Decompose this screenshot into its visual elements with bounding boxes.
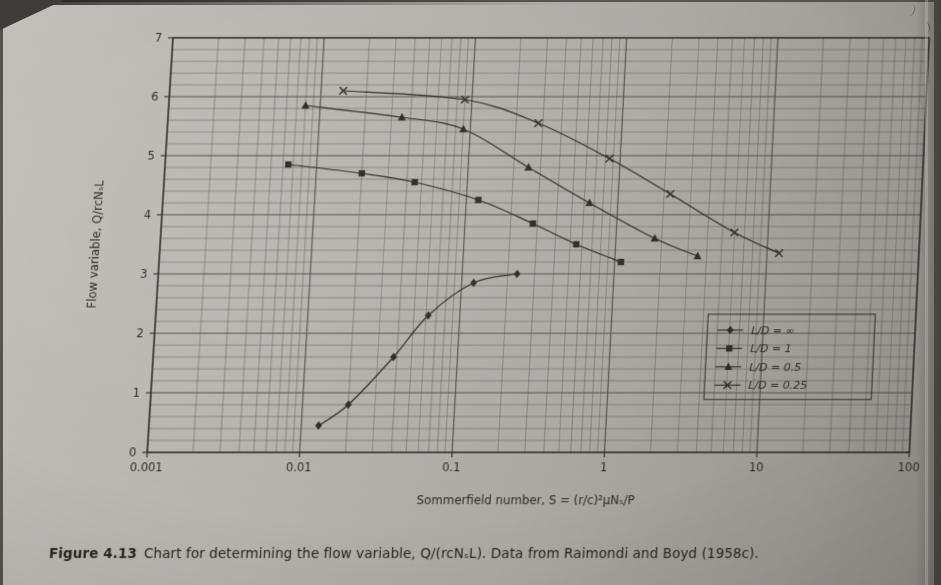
y-tick-label: 7 bbox=[154, 31, 162, 45]
x-tick-label: 0.001 bbox=[129, 460, 163, 474]
x-tick-label: 0.1 bbox=[442, 460, 461, 474]
x-axis-title: Sommerfield number, S = (r/c)²μNₛ/P bbox=[416, 493, 635, 507]
chart-area: 0.001 0.01 0.1 1 10 100 0 1 2 3 4 5 6 7 Sommerfield nu… bbox=[63, 22, 941, 522]
y-tick-label: 0 bbox=[129, 445, 137, 459]
legend-label: L/D = 0.5 bbox=[749, 361, 801, 374]
series-2 bbox=[279, 161, 629, 266]
photo-edge-top bbox=[0, 0, 565, 5]
x-tick-label: 100 bbox=[897, 460, 920, 474]
y-tick-label: 5 bbox=[147, 149, 155, 163]
legend-label: L/D = ∞ bbox=[751, 324, 795, 337]
y-axis-title: Flow variable, Q/rcNₛL bbox=[84, 180, 106, 309]
x-tick-label: 10 bbox=[749, 460, 764, 474]
photo-edge-right bbox=[915, 0, 941, 585]
figure-caption-text: Chart for determining the flow variable,… bbox=[143, 545, 760, 562]
y-tick-label: 4 bbox=[143, 208, 151, 222]
y-tick-label: 1 bbox=[132, 386, 140, 400]
axis-ticks-and-labels: 0.001 0.01 0.1 1 10 100 0 1 2 3 4 5 6 7 Sommerfield nu… bbox=[84, 31, 920, 507]
series-3 bbox=[292, 101, 709, 260]
series-4 bbox=[330, 87, 792, 257]
legend-label: L/D = 1 bbox=[750, 342, 792, 355]
book-page: 0.001 0.01 0.1 1 10 100 0 1 2 3 4 5 6 7 Sommerfield nu… bbox=[3, 2, 934, 585]
y-tick-label: 2 bbox=[136, 326, 144, 340]
x-tick-label: 0.01 bbox=[286, 460, 312, 474]
y-tick-label: 6 bbox=[151, 90, 159, 104]
page-tilt-wrap: 0.001 0.01 0.1 1 10 100 0 1 2 3 4 5 6 7 Sommerfield nu… bbox=[3, 8, 941, 585]
figure-caption: Figure 4.13 Chart for determining the flo… bbox=[48, 546, 808, 562]
flow-chart-svg: 0.001 0.01 0.1 1 10 100 0 1 2 3 4 5 6 7 Sommerfield nu… bbox=[84, 31, 941, 507]
grid-lines bbox=[147, 38, 929, 453]
series-1 bbox=[314, 269, 521, 430]
legend: L/D = ∞ L/D = 1 L/D = 0.5 L/D = 0.25 bbox=[704, 314, 876, 399]
legend-label: L/D = 0.25 bbox=[748, 379, 807, 392]
figure-caption-label: Figure 4.13 bbox=[48, 545, 138, 562]
x-tick-label: 1 bbox=[600, 460, 608, 474]
y-tick-label: 3 bbox=[140, 267, 148, 281]
page-edge-highlight bbox=[925, 0, 928, 585]
